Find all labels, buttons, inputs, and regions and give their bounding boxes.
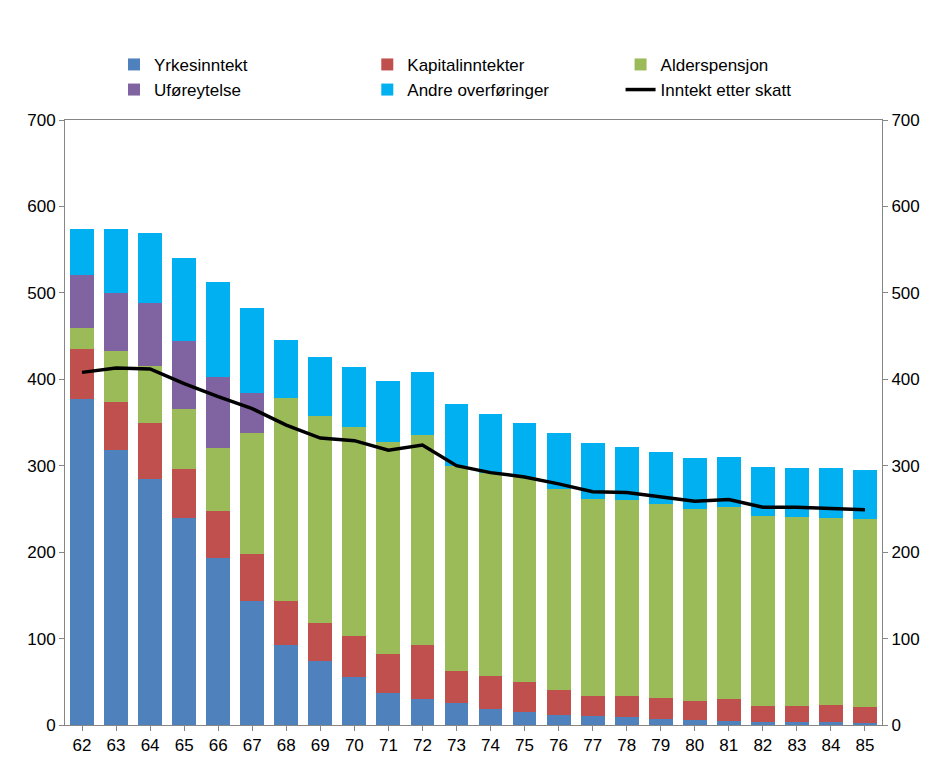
- svg-text:0: 0: [891, 716, 900, 735]
- svg-text:67: 67: [243, 736, 262, 755]
- svg-text:200: 200: [27, 543, 55, 562]
- svg-text:100: 100: [891, 630, 919, 649]
- svg-text:500: 500: [27, 284, 55, 303]
- svg-text:700: 700: [891, 111, 919, 130]
- svg-text:600: 600: [891, 197, 919, 216]
- svg-text:71: 71: [379, 736, 398, 755]
- svg-text:82: 82: [753, 736, 772, 755]
- svg-text:65: 65: [175, 736, 194, 755]
- svg-text:75: 75: [515, 736, 534, 755]
- svg-text:85: 85: [856, 736, 875, 755]
- svg-text:78: 78: [617, 736, 636, 755]
- svg-text:81: 81: [719, 736, 738, 755]
- svg-text:300: 300: [27, 457, 55, 476]
- svg-text:84: 84: [821, 736, 840, 755]
- svg-text:80: 80: [685, 736, 704, 755]
- svg-text:600: 600: [27, 197, 55, 216]
- svg-text:83: 83: [787, 736, 806, 755]
- svg-text:77: 77: [583, 736, 602, 755]
- svg-text:500: 500: [891, 284, 919, 303]
- svg-text:79: 79: [651, 736, 670, 755]
- svg-text:73: 73: [447, 736, 466, 755]
- svg-text:Inntekt etter skatt: Inntekt etter skatt: [661, 81, 792, 100]
- svg-text:0: 0: [46, 716, 55, 735]
- svg-text:200: 200: [891, 543, 919, 562]
- svg-text:76: 76: [549, 736, 568, 755]
- svg-text:700: 700: [27, 111, 55, 130]
- svg-text:400: 400: [27, 370, 55, 389]
- svg-text:Uføreytelse: Uføreytelse: [154, 81, 241, 100]
- svg-text:66: 66: [209, 736, 228, 755]
- svg-text:68: 68: [277, 736, 296, 755]
- svg-text:63: 63: [107, 736, 126, 755]
- svg-text:Yrkesinntekt: Yrkesinntekt: [154, 56, 248, 75]
- svg-text:72: 72: [413, 736, 432, 755]
- svg-text:Andre overføringer: Andre overføringer: [407, 81, 549, 100]
- svg-text:300: 300: [891, 457, 919, 476]
- svg-text:Alderspensjon: Alderspensjon: [661, 56, 769, 75]
- svg-text:400: 400: [891, 370, 919, 389]
- svg-text:100: 100: [27, 630, 55, 649]
- svg-text:Kapitalinntekter: Kapitalinntekter: [407, 56, 525, 75]
- svg-text:64: 64: [141, 736, 160, 755]
- svg-text:74: 74: [481, 736, 500, 755]
- svg-text:70: 70: [345, 736, 364, 755]
- svg-text:62: 62: [73, 736, 92, 755]
- svg-text:69: 69: [311, 736, 330, 755]
